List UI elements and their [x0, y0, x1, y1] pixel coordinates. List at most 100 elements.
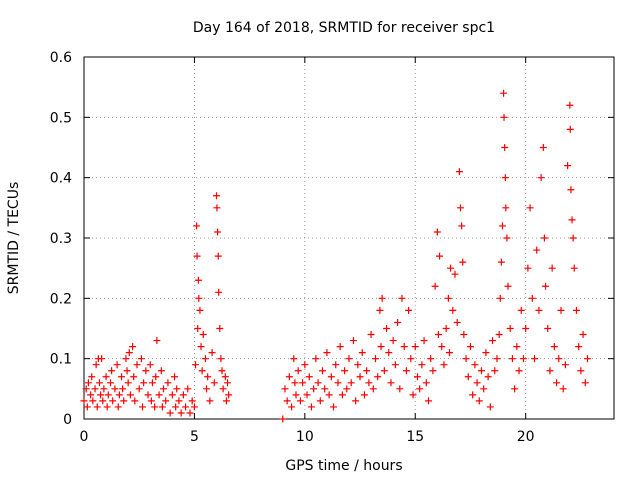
data-point: [294, 367, 302, 375]
data-point: [575, 343, 583, 351]
data-point: [194, 276, 202, 284]
data-point: [336, 343, 344, 351]
data-point: [497, 258, 505, 266]
data-point: [469, 391, 477, 399]
data-point: [500, 89, 508, 97]
data-point: [429, 367, 437, 375]
data-point: [319, 367, 326, 375]
data-point: [540, 234, 548, 242]
data-point: [537, 174, 545, 182]
data-point: [218, 367, 226, 375]
data-point: [206, 397, 214, 405]
data-point: [413, 373, 421, 381]
data-point: [385, 349, 393, 357]
data-point: [473, 379, 481, 387]
data-point: [517, 306, 525, 314]
data-point: [374, 373, 382, 381]
data-point: [459, 258, 467, 266]
data-point: [137, 355, 145, 363]
data-point: [84, 379, 92, 387]
data-point: [420, 337, 428, 345]
data-point: [409, 391, 417, 399]
data-point: [334, 379, 342, 387]
data-point: [515, 367, 523, 375]
data-point: [307, 403, 315, 411]
data-point: [352, 397, 360, 405]
chart-title: Day 164 of 2018, SRMTID for receiver spc…: [193, 20, 495, 36]
data-point: [380, 367, 388, 375]
data-point: [550, 343, 558, 351]
data-point: [148, 379, 156, 387]
data-point: [290, 355, 298, 363]
data-point: [129, 343, 137, 351]
data-point: [503, 234, 511, 242]
data-point: [142, 367, 150, 375]
data-point: [118, 373, 126, 381]
data-point: [528, 294, 536, 302]
data-point: [203, 385, 211, 393]
x-tick-label: 10: [296, 429, 314, 445]
data-point: [213, 192, 220, 200]
data-point: [501, 174, 509, 182]
data-point: [407, 355, 415, 363]
data-point: [140, 379, 148, 387]
data-point: [292, 391, 300, 399]
data-point: [103, 403, 111, 411]
data-point: [131, 397, 139, 405]
data-point: [224, 379, 232, 387]
y-tick-label: 0.4: [50, 171, 72, 187]
data-point: [457, 204, 465, 212]
data-point: [151, 403, 159, 411]
data-point: [391, 361, 399, 369]
data-point: [577, 367, 585, 375]
data-point: [87, 391, 95, 399]
data-point: [213, 204, 221, 212]
data-point: [122, 355, 130, 363]
data-point: [321, 385, 329, 393]
data-point: [299, 379, 307, 387]
data-point: [97, 391, 105, 399]
data-point: [451, 270, 459, 278]
data-point: [325, 391, 333, 399]
data-point: [281, 385, 289, 393]
data-point: [504, 282, 512, 290]
data-point: [186, 409, 194, 417]
data-point: [119, 385, 127, 393]
data-point: [369, 385, 377, 393]
data-point: [358, 349, 366, 357]
data-point: [394, 318, 402, 326]
data-point: [422, 379, 430, 387]
data-point: [581, 379, 589, 387]
data-point: [389, 337, 397, 345]
data-point: [500, 113, 508, 121]
data-point: [405, 306, 413, 314]
data-point: [354, 361, 362, 369]
data-point: [445, 349, 453, 357]
data-point: [172, 403, 180, 411]
data-point: [160, 385, 167, 393]
data-point: [584, 355, 591, 363]
data-point: [531, 355, 538, 363]
data-point: [195, 294, 203, 302]
data-point: [570, 264, 578, 272]
data-point: [400, 343, 408, 351]
y-tick-label: 0.2: [50, 291, 72, 307]
data-point: [125, 349, 133, 357]
data-point: [539, 144, 547, 151]
data-point: [544, 325, 552, 332]
data-point: [204, 373, 212, 381]
data-point: [197, 343, 205, 351]
data-point: [126, 391, 134, 399]
data-point: [201, 355, 209, 363]
y-tick-label: 0.5: [50, 110, 72, 126]
data-point: [164, 379, 172, 387]
data-point: [153, 337, 161, 345]
y-axis-label: SRMTID / TECUs: [6, 182, 22, 295]
data-point: [175, 397, 183, 405]
data-point: [80, 397, 88, 405]
data-point: [332, 361, 340, 369]
data-point: [108, 367, 116, 375]
data-point: [535, 306, 543, 314]
data-point: [296, 397, 304, 405]
data-point: [498, 222, 506, 230]
